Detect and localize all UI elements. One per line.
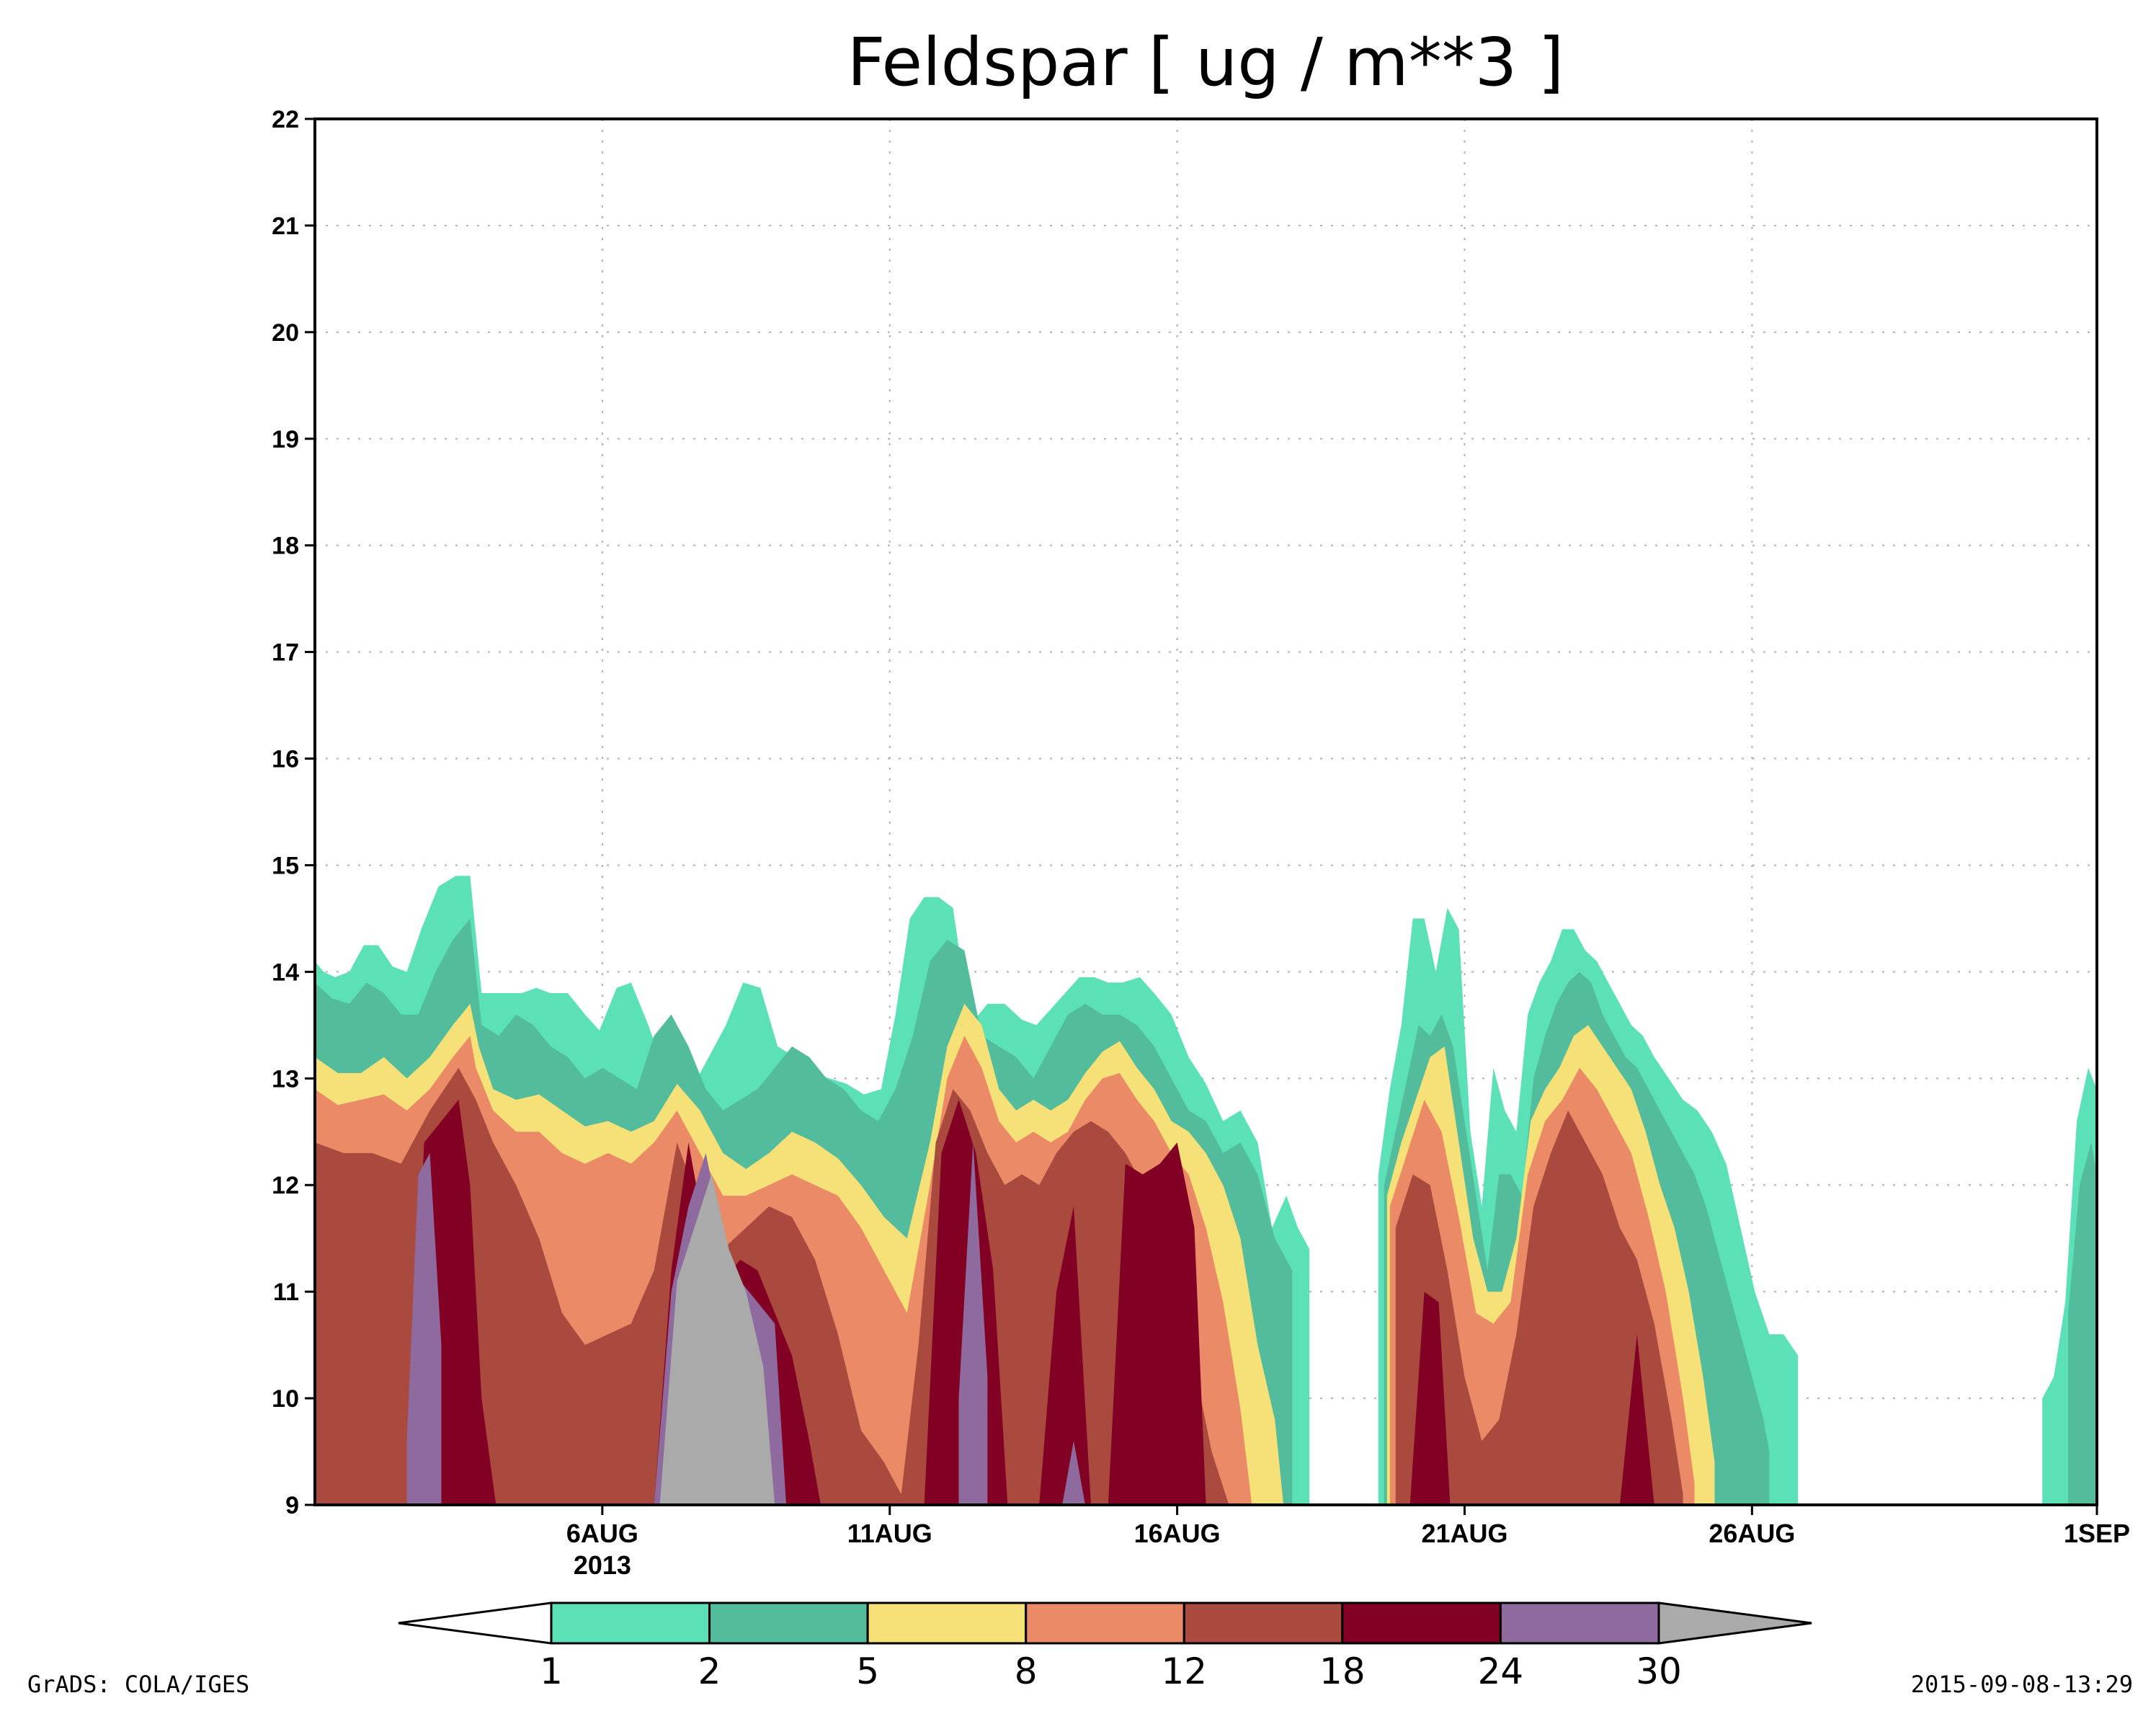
x-tick-label: 26AUG: [1709, 1519, 1795, 1548]
footer-left: GrADS: COLA/IGES: [27, 1671, 249, 1698]
contour-region-2: [2068, 1142, 2097, 1505]
contour-region-24: [958, 1142, 988, 1505]
y-tick-label: 10: [272, 1385, 299, 1413]
contour-region-18: [1409, 1292, 1451, 1505]
colorbar-label: 5: [856, 1650, 879, 1692]
x-tick-label: 16AUG: [1134, 1519, 1221, 1548]
y-tick-label: 9: [285, 1492, 299, 1519]
colorbar-label: 24: [1478, 1650, 1524, 1692]
colorbar-label: 12: [1161, 1650, 1207, 1692]
contour-region-18: [1108, 1142, 1206, 1505]
contour-region-18: [1619, 1334, 1654, 1505]
contour-region-24: [1062, 1441, 1085, 1505]
grid-lines: [315, 119, 2097, 1505]
colorbar-label: 1: [540, 1650, 563, 1692]
y-axis: 9 10 11 12 13 14 15 16 17 18 19 20 21 22: [272, 106, 315, 1519]
contour-region-12: [1395, 1110, 1683, 1505]
x-tick-label: 11AUG: [847, 1519, 932, 1548]
x-tick-sublabel: 2013: [574, 1550, 631, 1580]
y-tick-label: 12: [272, 1172, 299, 1199]
y-tick-label: 15: [272, 852, 299, 879]
contour-fills: [315, 876, 2097, 1505]
x-tick-label: 1SEP: [2064, 1519, 2130, 1548]
contour-region-12: [315, 1067, 1235, 1505]
colorbar-swatch: [550, 1601, 711, 1645]
y-tick-label: 11: [273, 1279, 299, 1306]
colorbar-label: 2: [698, 1650, 721, 1692]
y-tick-label: 21: [272, 213, 299, 240]
colorbar-swatch: [866, 1601, 1028, 1645]
contour-region-30: [659, 1174, 775, 1505]
colorbar-label: 8: [1015, 1650, 1038, 1692]
y-tick-label: 17: [272, 639, 299, 667]
colorbar-swatch: [1499, 1601, 1660, 1645]
y-tick-label: 22: [272, 106, 299, 133]
y-tick-label: 16: [272, 746, 299, 773]
y-tick-label: 20: [272, 319, 299, 347]
x-tick-label: 6AUG: [566, 1519, 638, 1548]
plot-frame: [313, 117, 2098, 1506]
colorbar-label: 30: [1636, 1650, 1682, 1692]
colorbar-swatch: [1025, 1601, 1185, 1645]
y-tick-label: 18: [272, 533, 299, 560]
colorbar-over-arrow: [1657, 1601, 1812, 1645]
contour-region-18: [1039, 1206, 1091, 1505]
colorbar-label: 18: [1319, 1650, 1366, 1692]
colorbar-swatch: [708, 1601, 869, 1645]
colorbar: 1 2 5 8 12 18 24 30: [398, 1601, 1812, 1692]
colorbar-under-arrow: [398, 1601, 553, 1645]
contour-region-24: [406, 1152, 442, 1505]
y-tick-label: 19: [272, 426, 299, 453]
x-tick-label: 21AUG: [1421, 1519, 1507, 1548]
y-tick-label: 13: [272, 1065, 299, 1093]
chart-title: Feldspar [ ug / m**3 ]: [847, 24, 1564, 101]
colorbar-swatch: [1341, 1601, 1502, 1645]
colorbar-swatch: [1182, 1601, 1344, 1645]
footer-right: 2015-09-08-13:29: [1911, 1671, 2133, 1698]
y-tick-label: 14: [272, 959, 299, 986]
